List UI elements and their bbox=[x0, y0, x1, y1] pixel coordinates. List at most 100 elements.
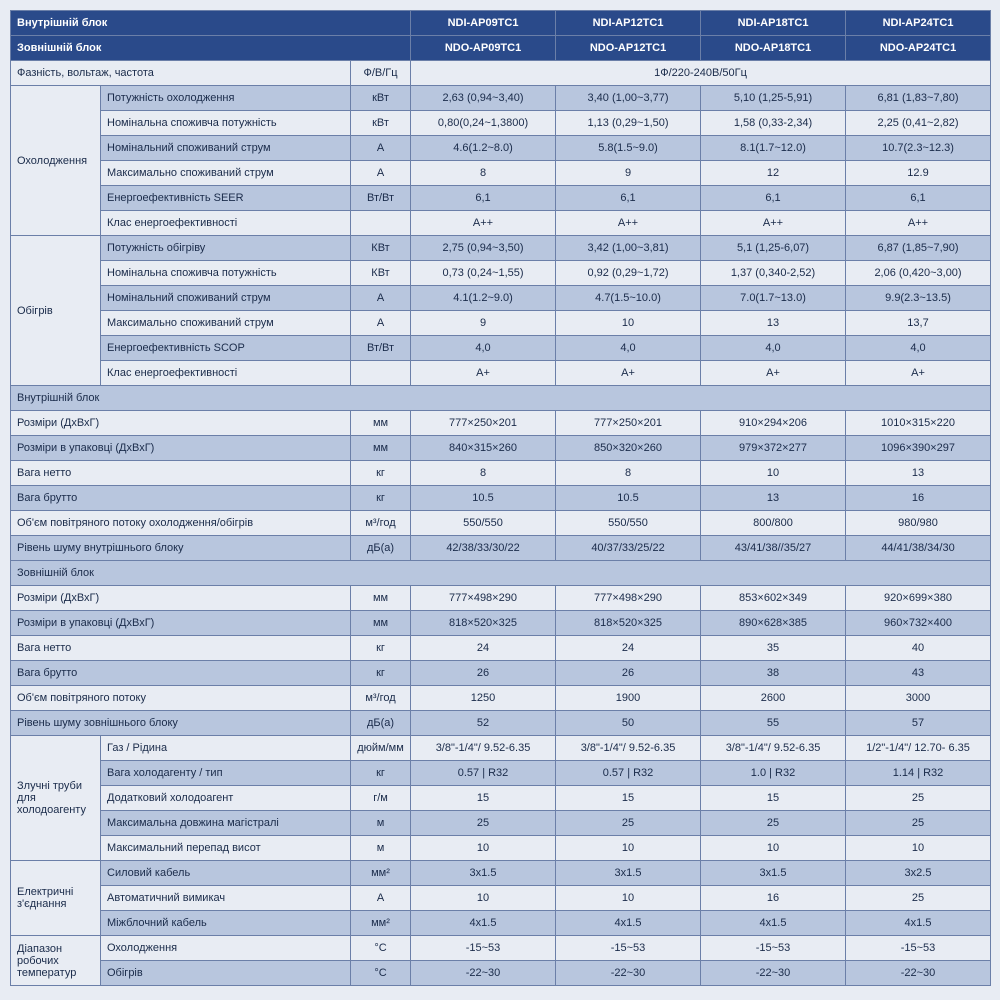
row-val-2: 13 bbox=[701, 311, 846, 336]
row-label: Потужність обігріву bbox=[101, 236, 351, 261]
row-val-1: 6,1 bbox=[556, 186, 701, 211]
row-val-1: 4,0 bbox=[556, 336, 701, 361]
row-val-1: 4х1.5 bbox=[556, 911, 701, 936]
row-label: Номінальна споживча потужність bbox=[101, 261, 351, 286]
row-val-0: 2,63 (0,94~3,40) bbox=[411, 86, 556, 111]
spec-table: Внутрішній блокNDI-AP09TC1NDI-AP12TC1NDI… bbox=[10, 10, 991, 986]
row-val-1: 50 bbox=[556, 711, 701, 736]
row-label: Максимально споживаний струм bbox=[101, 311, 351, 336]
row-label: Вага нетто bbox=[11, 461, 351, 486]
row-unit: кг bbox=[351, 761, 411, 786]
row-val-3: 980/980 bbox=[846, 511, 991, 536]
row-val-3: 2,25 (0,41~2,82) bbox=[846, 111, 991, 136]
row-label: Розміри в упаковці (ДхВхГ) bbox=[11, 436, 351, 461]
row-unit: мм bbox=[351, 586, 411, 611]
row-val-3: 1/2"-1/4"/ 12.70- 6.35 bbox=[846, 736, 991, 761]
row-val-1: 9 bbox=[556, 161, 701, 186]
row-val-1: 0,92 (0,29~1,72) bbox=[556, 261, 701, 286]
row-val-3: 6,1 bbox=[846, 186, 991, 211]
row-label: Об'єм повітряного потоку охолодження/обі… bbox=[11, 511, 351, 536]
row-val-0: -22~30 bbox=[411, 961, 556, 986]
row-val-3: 10 bbox=[846, 836, 991, 861]
row-val-0: 550/550 bbox=[411, 511, 556, 536]
row-label: Максимальний перепад висот bbox=[101, 836, 351, 861]
group-Діапазон робочих температур: Діапазон робочих температур bbox=[11, 936, 101, 986]
row-val-2: 1.0 | R32 bbox=[701, 761, 846, 786]
row-label: Вага нетто bbox=[11, 636, 351, 661]
row-val-2: 4х1.5 bbox=[701, 911, 846, 936]
phase-unit: Ф/В/Гц bbox=[351, 61, 411, 86]
row-unit: м³/год bbox=[351, 686, 411, 711]
row-val-3: A+ bbox=[846, 361, 991, 386]
row-unit: КВт bbox=[351, 261, 411, 286]
row-val-1: 818×520×325 bbox=[556, 611, 701, 636]
row-val-0: 10.5 bbox=[411, 486, 556, 511]
row-val-2: 2600 bbox=[701, 686, 846, 711]
group-Обігрів: Обігрів bbox=[11, 236, 101, 386]
row-val-0: 2,75 (0,94~3,50) bbox=[411, 236, 556, 261]
row-val-0: -15~53 bbox=[411, 936, 556, 961]
row-val-2: 890×628×385 bbox=[701, 611, 846, 636]
row-label: Рівень шуму зовнішнього блоку bbox=[11, 711, 351, 736]
row-val-1: 10 bbox=[556, 311, 701, 336]
model-outdoor-2: NDO-AP18TC1 bbox=[701, 36, 846, 61]
row-val-1: 850×320×260 bbox=[556, 436, 701, 461]
row-val-2: 10 bbox=[701, 836, 846, 861]
row-val-2: 15 bbox=[701, 786, 846, 811]
row-val-2: 1,37 (0,340-2,52) bbox=[701, 261, 846, 286]
model-indoor-1: NDI-AP12TC1 bbox=[556, 11, 701, 36]
row-val-3: 6,81 (1,83~7,80) bbox=[846, 86, 991, 111]
row-label: Максимальна довжина магістралі bbox=[101, 811, 351, 836]
row-val-3: 25 bbox=[846, 886, 991, 911]
row-val-3: 25 bbox=[846, 786, 991, 811]
row-val-2: A+ bbox=[701, 361, 846, 386]
row-unit: мм² bbox=[351, 911, 411, 936]
row-val-2: 5,10 (1,25-5,91) bbox=[701, 86, 846, 111]
row-val-0: 42/38/33/30/22 bbox=[411, 536, 556, 561]
row-val-2: 3х1.5 bbox=[701, 861, 846, 886]
row-label: Розміри в упаковці (ДхВхГ) bbox=[11, 611, 351, 636]
row-unit: м³/год bbox=[351, 511, 411, 536]
row-val-3: 1.14 | R32 bbox=[846, 761, 991, 786]
row-val-2: 16 bbox=[701, 886, 846, 911]
section-Внутрішній блок: Внутрішній блок bbox=[11, 386, 991, 411]
row-unit bbox=[351, 211, 411, 236]
row-val-0: 4,0 bbox=[411, 336, 556, 361]
model-indoor-3: NDI-AP24TC1 bbox=[846, 11, 991, 36]
row-val-2: 7.0(1.7~13.0) bbox=[701, 286, 846, 311]
row-unit: дБ(а) bbox=[351, 536, 411, 561]
row-val-1: 8 bbox=[556, 461, 701, 486]
row-val-3: 40 bbox=[846, 636, 991, 661]
row-label: Вага брутто bbox=[11, 486, 351, 511]
row-label: Енергоефективність SEER bbox=[101, 186, 351, 211]
row-label: Номінальний споживаний струм bbox=[101, 136, 351, 161]
row-val-1: 4.7(1.5~10.0) bbox=[556, 286, 701, 311]
row-val-0: 0,73 (0,24~1,55) bbox=[411, 261, 556, 286]
row-val-3: 1096×390×297 bbox=[846, 436, 991, 461]
row-unit: дюйм/мм bbox=[351, 736, 411, 761]
row-label: Додатковий холодоагент bbox=[101, 786, 351, 811]
row-val-0: 818×520×325 bbox=[411, 611, 556, 636]
row-val-3: 3х2.5 bbox=[846, 861, 991, 886]
row-label: Розміри (ДхВхГ) bbox=[11, 411, 351, 436]
row-label: Силовий кабель bbox=[101, 861, 351, 886]
row-label: Потужність охолодження bbox=[101, 86, 351, 111]
row-val-3: 13,7 bbox=[846, 311, 991, 336]
row-val-3: 13 bbox=[846, 461, 991, 486]
row-val-2: 1,58 (0,33-2,34) bbox=[701, 111, 846, 136]
row-val-2: -22~30 bbox=[701, 961, 846, 986]
row-val-3: 25 bbox=[846, 811, 991, 836]
row-unit: кг bbox=[351, 486, 411, 511]
row-label: Енергоефективність SCOP bbox=[101, 336, 351, 361]
row-val-2: 8.1(1.7~12.0) bbox=[701, 136, 846, 161]
row-label: Газ / Рідина bbox=[101, 736, 351, 761]
group-Злучні труби для холодоагенту: Злучні труби для холодоагенту bbox=[11, 736, 101, 861]
row-val-1: 550/550 bbox=[556, 511, 701, 536]
row-val-3: 3000 bbox=[846, 686, 991, 711]
row-val-0: 777×498×290 bbox=[411, 586, 556, 611]
row-unit: °С bbox=[351, 936, 411, 961]
row-val-0: 4х1.5 bbox=[411, 911, 556, 936]
row-val-3: A++ bbox=[846, 211, 991, 236]
row-val-0: 9 bbox=[411, 311, 556, 336]
row-val-1: 1,13 (0,29~1,50) bbox=[556, 111, 701, 136]
